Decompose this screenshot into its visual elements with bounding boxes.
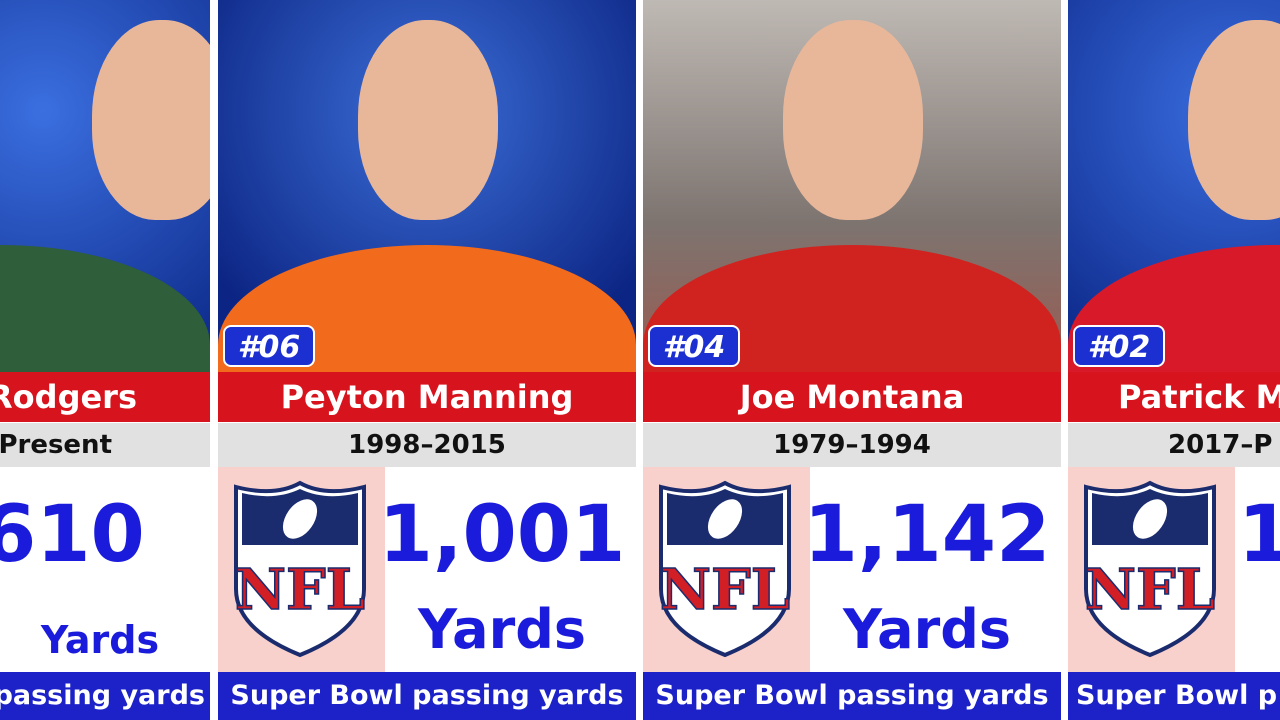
rank-badge: #04 xyxy=(648,325,740,367)
career-years: 2017–P xyxy=(1068,423,1280,467)
face xyxy=(92,20,210,220)
logo-text: NFL xyxy=(660,557,790,623)
player-name: Rodgers xyxy=(0,372,210,422)
face xyxy=(783,20,923,220)
player-photo xyxy=(643,0,1061,372)
stat-value: 1 xyxy=(1238,490,1280,580)
stat-label: Super Bowl p xyxy=(1068,672,1280,720)
player-card: #04 Joe Montana 1979–1994 NFL 1,142 Yards Supe… xyxy=(643,0,1061,720)
player-photo xyxy=(0,0,210,372)
nfl-logo: NFL xyxy=(1084,480,1216,658)
stat-value: 1,001 xyxy=(378,490,626,580)
logo-panel: NFL xyxy=(218,467,385,672)
stat-label: passing yards xyxy=(0,672,210,720)
logo-panel: NFL xyxy=(643,467,810,672)
logo-text: NFL xyxy=(1085,557,1215,623)
stat-label: Super Bowl passing yards xyxy=(643,672,1061,720)
stat-value: 610 xyxy=(0,490,145,580)
stat-value: 1,142 xyxy=(803,490,1051,580)
nfl-logo: NFL xyxy=(234,480,366,658)
career-years: Present xyxy=(0,423,210,467)
logo-panel: NFL xyxy=(1068,467,1235,672)
player-card: Rodgers Present 610 Yards passing yards xyxy=(0,0,210,720)
nfl-logo: NFL xyxy=(659,480,791,658)
face xyxy=(358,20,498,220)
player-name: Joe Montana xyxy=(643,372,1061,422)
career-years: 1979–1994 xyxy=(643,423,1061,467)
rank-badge: #02 xyxy=(1073,325,1165,367)
jersey xyxy=(0,245,210,372)
player-card: #02 Patrick M 2017–P NFL 1 Super Bowl p xyxy=(1068,0,1280,720)
player-photo xyxy=(218,0,636,372)
player-card: #06 Peyton Manning 1998–2015 NFL 1,001 Yards S… xyxy=(218,0,636,720)
stat-unit: Yards xyxy=(842,598,1011,661)
player-photo xyxy=(1068,0,1280,372)
stat-unit: Yards xyxy=(417,598,586,661)
rank-badge: #06 xyxy=(223,325,315,367)
face xyxy=(1188,20,1280,220)
logo-text: NFL xyxy=(235,557,365,623)
player-name: Peyton Manning xyxy=(218,372,636,422)
stat-label: Super Bowl passing yards xyxy=(218,672,636,720)
career-years: 1998–2015 xyxy=(218,423,636,467)
stat-unit: Yards xyxy=(40,618,160,662)
player-name: Patrick M xyxy=(1068,372,1280,422)
